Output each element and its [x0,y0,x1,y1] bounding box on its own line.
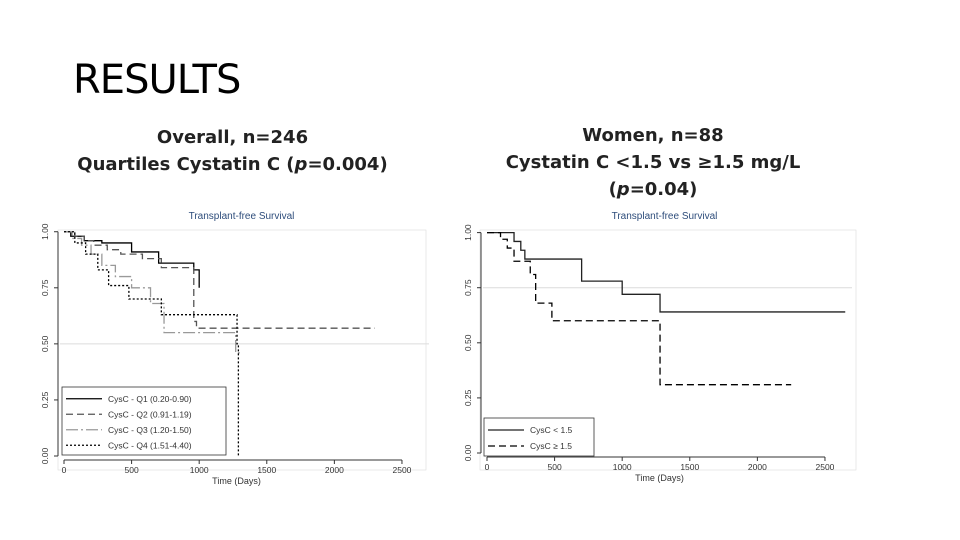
x-tick-label: 500 [547,462,561,472]
x-tick-label: 1000 [190,465,209,475]
right-panel-heading-line2: Cystatin C <1.5 vs ≥1.5 mg/L (p=0.04) [468,149,838,203]
km-chart-1: 0.00 0.25 0.50 0.75 1.00 0 500 1000 1500 2000 2500… [40,211,429,486]
legend-label: CysC - Q4 (1.51-4.40) [108,440,192,450]
x-tick-label: 1000 [613,462,632,472]
x-tick-label: 0 [62,465,67,475]
right-heading-part-p: p [616,179,630,200]
series-line-3 [64,231,240,354]
y-tick-label: 0.50 [40,335,50,352]
legend-label: CysC - Q1 (0.20-0.90) [108,394,192,404]
y-tick-label: 0.75 [463,279,473,296]
legend-label: CysC < 1.5 [530,425,573,435]
right-heading-part-a: Cystatin C <1.5 vs ≥1.5 mg/L ( [505,152,801,200]
right-panel-heading-line1: Women, n=88 [582,125,724,146]
x-tick-label: 1500 [680,462,699,472]
left-panel-heading-line1: Overall, n=246 [156,127,309,148]
y-tick-label: 0.25 [463,389,473,406]
y-tick-label: 0.00 [40,447,50,464]
left-panel-heading: Overall, n=246 Quartiles Cystatin C (p=0… [60,124,405,178]
series-line-1 [487,231,846,313]
legend-box [483,417,595,457]
y-tick-label: 0.75 [40,279,50,296]
left-heading-part-p: p [294,154,308,175]
y-tick-label: 1.00 [463,224,473,241]
x-tick-label: 2500 [816,462,835,472]
chart-title: Transplant-free Survival [189,211,295,222]
x-tick-label: 2500 [393,465,412,475]
legend-label: CysC - Q3 (1.20-1.50) [108,425,192,435]
left-heading-part-a: Quartiles Cystatin C ( [77,154,295,175]
legend-label: CysC - Q2 (0.91-1.19) [108,409,192,419]
x-tick-label: 1500 [257,465,276,475]
y-tick-label: 0.25 [40,391,50,408]
left-panel-heading-line2: Quartiles Cystatin C (p=0.004) [60,151,405,178]
series-line-2 [64,231,375,329]
right-panel-heading: Women, n=88 Cystatin C <1.5 vs ≥1.5 mg/L… [468,122,838,203]
x-axis-label: Time (Days) [635,473,684,483]
chart-title: Transplant-free Survival [612,211,718,222]
series-line-4 [64,231,240,456]
series-line-2 [487,231,792,386]
x-tick-label: 2000 [748,462,767,472]
km-chart-2: 0.00 0.25 0.50 0.75 1.00 0 500 1000 1500 2000 2500… [463,211,857,483]
legend-label: CysC ≥ 1.5 [530,441,572,451]
x-axis-label: Time (Days) [212,476,261,486]
slide-title: RESULTS [73,57,241,103]
y-tick-label: 1.00 [40,223,50,240]
y-tick-label: 0.00 [463,444,473,461]
y-tick-label: 0.50 [463,334,473,351]
x-tick-label: 2000 [325,465,344,475]
right-heading-part-b: =0.04) [629,179,698,200]
left-heading-part-b: =0.004) [307,154,388,175]
x-tick-label: 0 [485,462,490,472]
x-tick-label: 500 [124,465,138,475]
